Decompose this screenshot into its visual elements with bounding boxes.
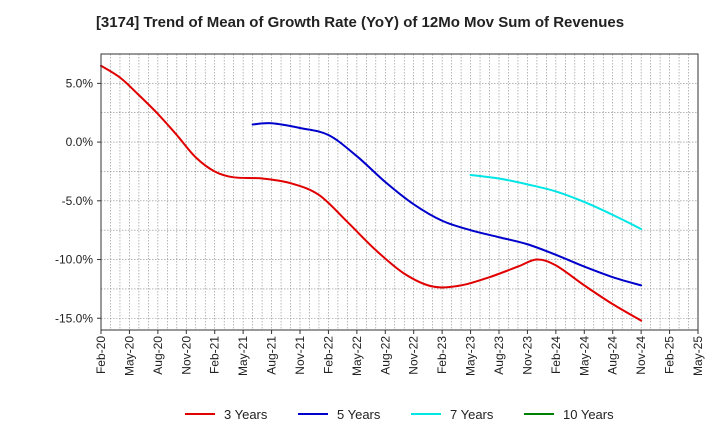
x-tick-label: May-25 bbox=[691, 336, 705, 376]
plot-area bbox=[101, 54, 698, 330]
x-tick-label: May-21 bbox=[236, 336, 250, 376]
legend: 3 Years 5 Years 7 Years 10 Years bbox=[185, 407, 614, 422]
x-tick-label: Feb-24 bbox=[549, 336, 563, 374]
x-tick-label: May-23 bbox=[464, 336, 478, 376]
legend-label-7-years: 7 Years bbox=[450, 407, 494, 422]
y-tick-label: -10.0% bbox=[55, 253, 93, 267]
x-tick-label: Feb-21 bbox=[208, 336, 222, 374]
x-tick-label: May-22 bbox=[350, 336, 364, 376]
x-tick-label: May-24 bbox=[577, 336, 591, 376]
y-tick-label: -5.0% bbox=[62, 194, 94, 208]
x-tick-label: May-20 bbox=[122, 336, 136, 376]
x-tick-label: Nov-20 bbox=[179, 336, 193, 375]
legend-label-10-years: 10 Years bbox=[563, 407, 614, 422]
axis-layer: 5.0% 0.0% -5.0% -10.0% -15.0%Feb-20 May-20 Aug… bbox=[55, 76, 705, 376]
x-tick-label: Aug-23 bbox=[492, 336, 506, 375]
series-line-3-years bbox=[100, 64, 643, 322]
series-line-7-years bbox=[469, 173, 643, 230]
x-tick-label: Nov-22 bbox=[407, 336, 421, 375]
x-tick-label: Aug-21 bbox=[265, 336, 279, 375]
chart-title: [3174] Trend of Mean of Growth Rate (YoY… bbox=[95, 14, 625, 31]
x-tick-label: Feb-23 bbox=[435, 336, 449, 374]
legend-label-5-years: 5 Years bbox=[337, 407, 381, 422]
grid-layer bbox=[101, 53, 698, 330]
y-tick-label: -15.0% bbox=[55, 311, 93, 325]
series-line-5-years bbox=[251, 122, 643, 287]
x-tick-label: Feb-22 bbox=[321, 336, 335, 374]
x-tick-label: Aug-22 bbox=[378, 336, 392, 375]
x-tick-label: Nov-23 bbox=[520, 336, 534, 375]
x-tick-label: Nov-21 bbox=[293, 336, 307, 375]
y-tick-label: 0.0% bbox=[66, 135, 94, 149]
plot-border bbox=[100, 53, 699, 331]
legend-label-3-years: 3 Years bbox=[224, 407, 268, 422]
x-tick-label: Nov-24 bbox=[634, 336, 648, 375]
x-tick-label: Feb-25 bbox=[663, 336, 677, 374]
y-tick-label: 5.0% bbox=[66, 76, 94, 90]
x-tick-label: Aug-24 bbox=[606, 336, 620, 375]
x-tick-label: Aug-20 bbox=[151, 336, 165, 375]
x-tick-label: Feb-20 bbox=[94, 336, 108, 374]
series-layer bbox=[100, 64, 643, 322]
